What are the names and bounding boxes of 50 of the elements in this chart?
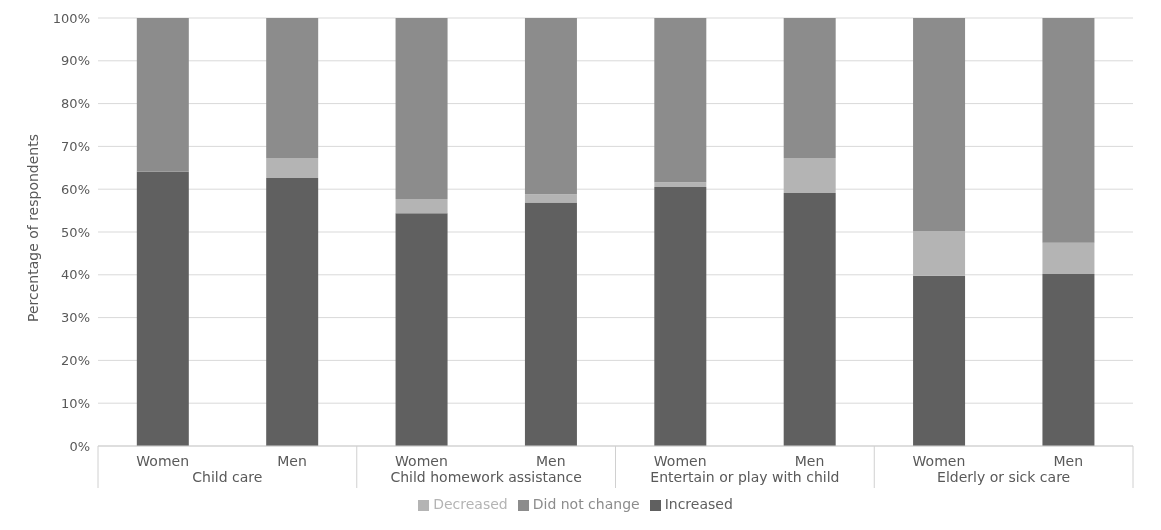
y-tick-label: 20% bbox=[61, 353, 90, 369]
bar bbox=[654, 187, 707, 446]
x-tick-label: Women bbox=[653, 453, 707, 469]
bar bbox=[913, 275, 966, 446]
y-tick-label: 0% bbox=[69, 438, 90, 454]
bar bbox=[913, 18, 966, 232]
y-tick-label: 60% bbox=[61, 181, 90, 197]
bar bbox=[266, 178, 319, 446]
x-tick-label: Men bbox=[794, 453, 825, 469]
y-tick-label: 100% bbox=[52, 10, 90, 26]
x-tick-label: Men bbox=[536, 453, 566, 469]
text: Child homework assistance bbox=[390, 469, 582, 485]
y-tick-label: 10% bbox=[61, 395, 90, 411]
bar bbox=[136, 18, 189, 172]
y-axis-title: Percentage of respondents bbox=[24, 134, 41, 322]
bar bbox=[783, 157, 836, 194]
text: Elderly or sick care bbox=[937, 469, 1071, 485]
bar bbox=[1042, 273, 1095, 446]
bar bbox=[136, 171, 189, 446]
bar bbox=[395, 199, 448, 214]
text: Entertain or play with child bbox=[650, 469, 840, 485]
x-tick-label: Women bbox=[136, 453, 190, 469]
y-tick-label: 50% bbox=[61, 224, 90, 240]
bar bbox=[783, 18, 836, 158]
x-tick-label: Women bbox=[395, 453, 448, 469]
bar bbox=[524, 194, 577, 203]
legend-label: Increased bbox=[664, 496, 733, 512]
bar bbox=[524, 202, 577, 446]
bar bbox=[266, 157, 319, 179]
text: Child care bbox=[192, 469, 263, 485]
legend-label: Decreased bbox=[433, 496, 508, 512]
bar bbox=[654, 182, 707, 188]
bar bbox=[654, 18, 707, 183]
bar bbox=[913, 231, 966, 276]
bar bbox=[266, 18, 319, 158]
legend-label: Did not change bbox=[532, 496, 640, 512]
x-tick-label: Men bbox=[277, 453, 307, 469]
bar bbox=[1042, 242, 1095, 274]
bar bbox=[524, 18, 577, 195]
bar bbox=[395, 18, 448, 200]
bar bbox=[395, 213, 448, 446]
bar bbox=[1042, 18, 1095, 243]
x-tick-label: Men bbox=[1053, 453, 1084, 469]
y-tick-label: 90% bbox=[61, 53, 90, 69]
y-tick-label: 80% bbox=[61, 96, 90, 112]
x-tick-label: Women bbox=[912, 453, 966, 469]
y-tick-label: 30% bbox=[61, 310, 90, 326]
bar bbox=[783, 193, 836, 446]
y-tick-label: 70% bbox=[61, 139, 90, 155]
y-tick-label: 40% bbox=[61, 267, 90, 283]
